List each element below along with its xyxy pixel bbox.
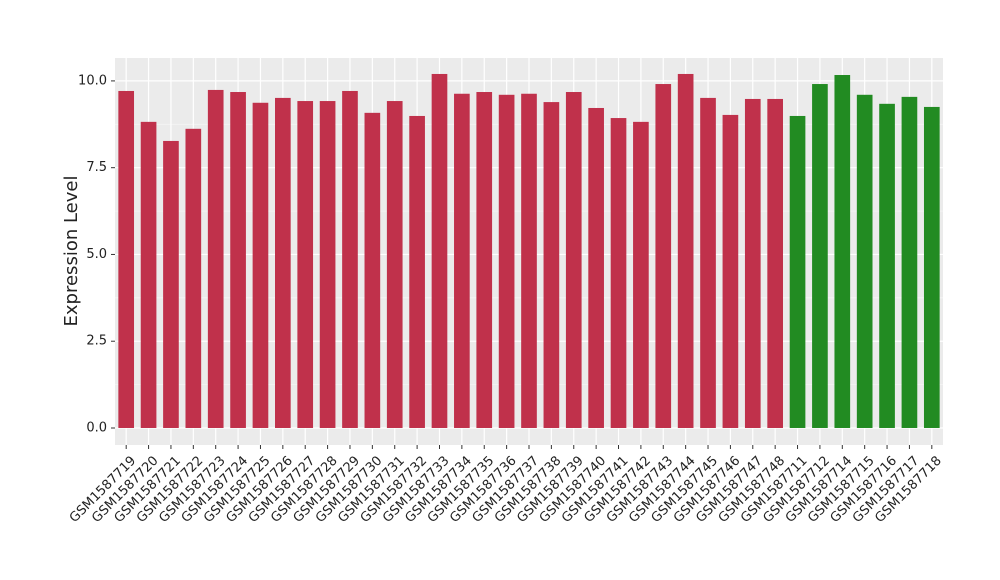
bar — [521, 93, 537, 428]
bar — [319, 101, 336, 428]
bar — [185, 128, 202, 428]
y-tick-label: 7.5 — [86, 160, 107, 175]
bar — [364, 112, 381, 428]
bar — [610, 118, 627, 428]
bar — [834, 75, 851, 428]
bar — [342, 90, 358, 428]
bar — [543, 102, 560, 428]
bar — [879, 103, 895, 428]
bar — [722, 114, 739, 428]
bar — [700, 97, 716, 428]
bar — [565, 92, 582, 428]
y-axis-title: Expression Level — [61, 176, 82, 327]
bar — [923, 106, 940, 428]
bar — [856, 94, 873, 428]
bar — [633, 121, 649, 428]
bar — [409, 115, 425, 428]
bar — [207, 89, 224, 428]
bar — [454, 93, 470, 428]
bar — [498, 94, 515, 428]
bar — [386, 101, 403, 428]
y-tick-label: 2.5 — [86, 334, 107, 349]
bar — [275, 97, 291, 428]
bar — [140, 121, 157, 428]
bar — [655, 84, 672, 428]
bar — [677, 73, 694, 428]
bar — [230, 92, 246, 428]
bar — [163, 140, 179, 428]
bar — [297, 101, 314, 428]
bar — [252, 102, 269, 428]
y-tick-label: 0.0 — [86, 420, 107, 435]
bar — [744, 98, 761, 428]
y-tick-label: 5.0 — [86, 247, 107, 262]
bar — [789, 115, 806, 428]
bar — [118, 90, 135, 428]
bar — [431, 73, 448, 428]
y-tick-label: 10.0 — [78, 73, 107, 88]
bar — [588, 107, 604, 428]
bar — [476, 92, 493, 428]
bar — [901, 96, 918, 428]
bar — [812, 84, 828, 428]
bar — [767, 98, 783, 428]
